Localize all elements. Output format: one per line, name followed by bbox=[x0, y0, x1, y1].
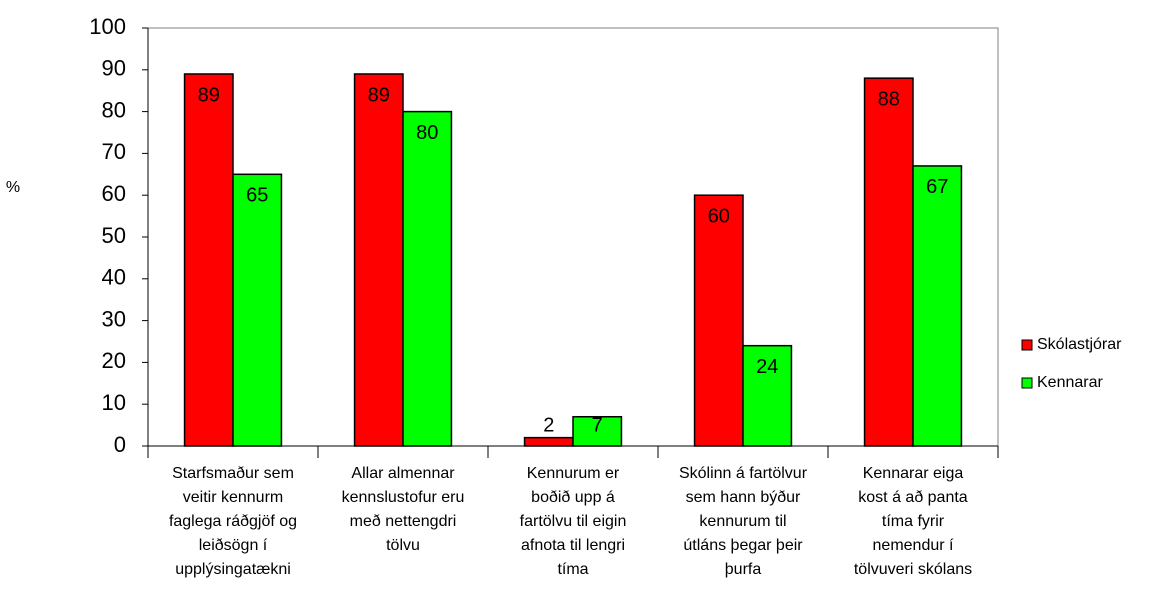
legend-swatch bbox=[1021, 377, 1033, 389]
bar bbox=[353, 73, 404, 447]
y-tick-label: 90 bbox=[102, 56, 126, 81]
x-tick-label: Kennarar eiga kost á að panta tíma fyrir ne… bbox=[854, 465, 972, 578]
data-label: 7 bbox=[592, 414, 603, 436]
y-tick-label: 30 bbox=[102, 306, 126, 331]
y-tick-label: 70 bbox=[102, 139, 126, 164]
y-axis-label: % bbox=[6, 179, 20, 196]
x-tick-label: Starfsmaður sem veitir kennurm faglega ráð… bbox=[169, 465, 297, 578]
y-tick-label: 80 bbox=[102, 97, 126, 122]
y-tick-label: 100 bbox=[89, 14, 126, 39]
bar bbox=[232, 173, 283, 447]
data-label: 89 bbox=[198, 84, 220, 106]
y-tick-label: 50 bbox=[102, 223, 126, 248]
bar bbox=[912, 165, 963, 447]
data-label: 65 bbox=[246, 185, 268, 207]
bar bbox=[863, 77, 914, 447]
legend-swatch bbox=[1021, 339, 1033, 351]
bar bbox=[693, 194, 744, 447]
bar bbox=[523, 436, 574, 447]
data-label: 80 bbox=[416, 122, 438, 144]
x-tick-label: Skólinn á fartölvur sem hann býður kennuru… bbox=[679, 465, 808, 578]
legend-label: Kennarar bbox=[1037, 374, 1103, 391]
y-tick-label: 0 bbox=[114, 432, 126, 457]
x-tick-label: Kennurum er boðið upp á fartölvu til eigin… bbox=[520, 465, 627, 578]
data-label: 67 bbox=[926, 176, 948, 198]
bar bbox=[742, 344, 793, 447]
x-tick-label: Allar almennar kennslustofur eru með nette… bbox=[342, 465, 465, 554]
bar bbox=[402, 110, 453, 447]
bar bbox=[183, 73, 234, 447]
data-label: 89 bbox=[368, 84, 390, 106]
y-tick-label: 20 bbox=[102, 348, 126, 373]
legend-label: Skólastjórar bbox=[1037, 336, 1122, 353]
data-label: 24 bbox=[756, 356, 778, 378]
data-label: 2 bbox=[543, 414, 554, 436]
y-tick-label: 10 bbox=[102, 390, 126, 415]
bar bbox=[572, 415, 623, 447]
data-label: 60 bbox=[708, 205, 730, 227]
data-label: 88 bbox=[878, 88, 900, 110]
y-tick-label: 40 bbox=[102, 265, 126, 290]
y-tick-label: 60 bbox=[102, 181, 126, 206]
